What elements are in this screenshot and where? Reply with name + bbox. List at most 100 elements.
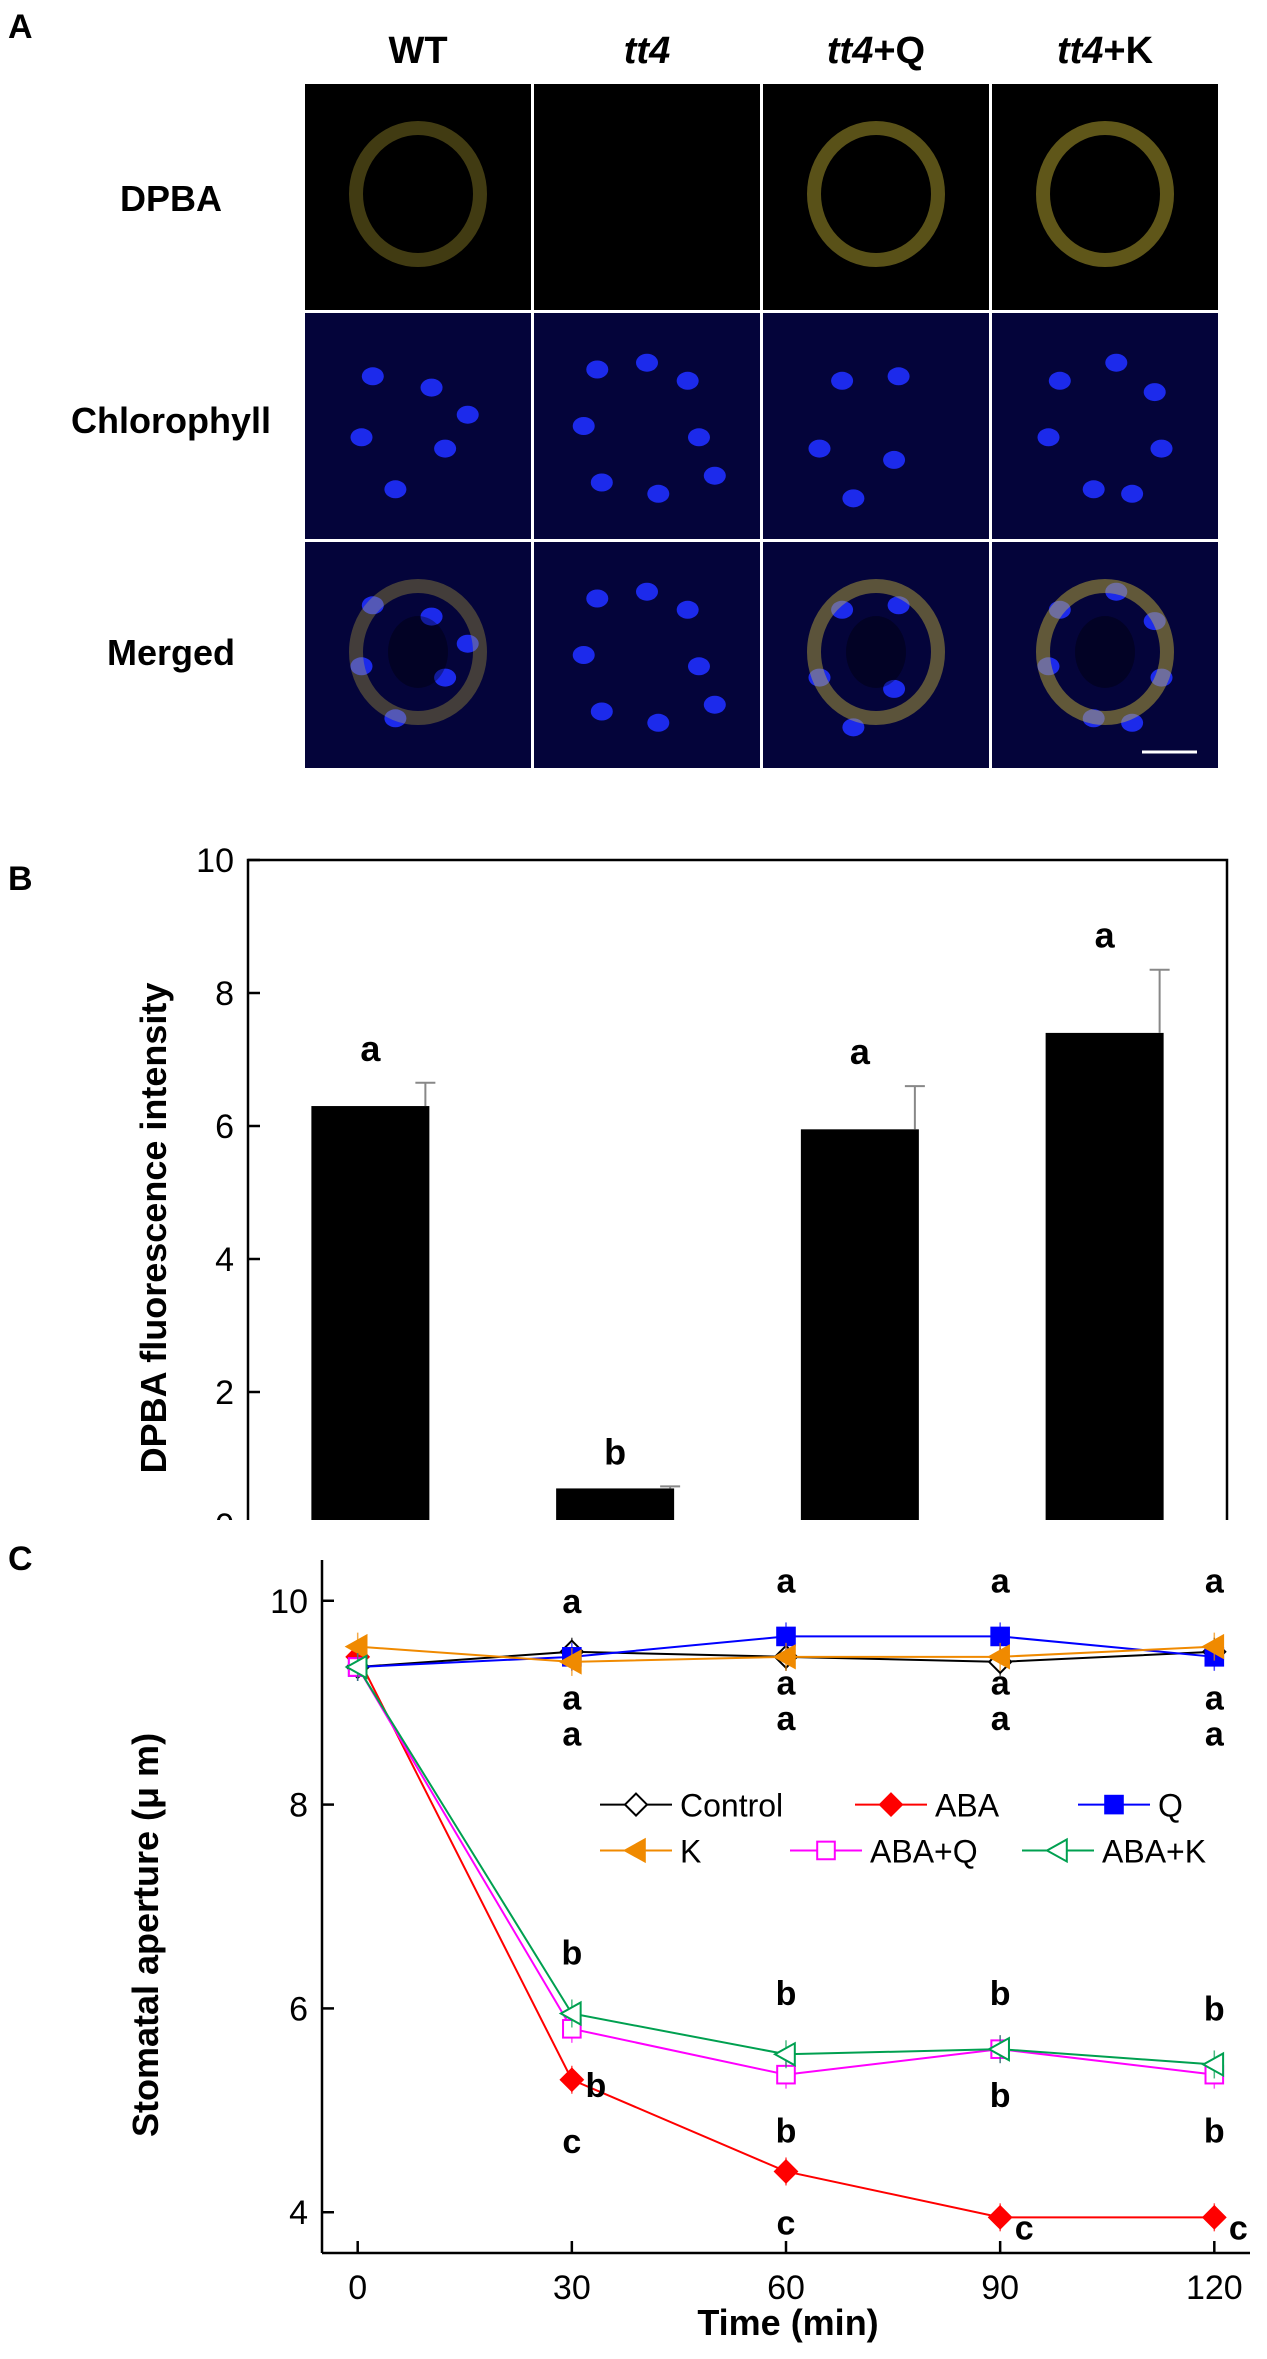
- panel-b-letter: B: [8, 860, 33, 898]
- bar: [556, 1488, 675, 1520]
- data-point: [987, 1644, 1010, 1670]
- x-tick-label: 60: [767, 2269, 805, 2307]
- data-point: [623, 1792, 649, 1818]
- significance-letter: b: [1204, 2113, 1225, 2151]
- data-point: [816, 1840, 836, 1861]
- micrograph-dpba-tt4-q: [763, 84, 989, 310]
- significance-letter: b: [604, 1431, 626, 1472]
- bar-plot-frame: [246, 858, 1229, 1520]
- data-point: [772, 1644, 796, 1670]
- micrograph-chlorophyll-tt4-q: [763, 313, 989, 539]
- bar: [311, 1106, 430, 1520]
- row-label-dpba: DPBA: [119, 178, 222, 219]
- x-tick-label: 120: [1186, 2269, 1243, 2307]
- significance-letter: b: [776, 1975, 797, 2013]
- significance-letter: a: [1205, 1680, 1225, 1718]
- data-point: [558, 2000, 582, 2027]
- bar: [800, 1129, 919, 1520]
- y-tick-label: 10: [196, 842, 234, 880]
- significance-letter: a: [1205, 1715, 1225, 1753]
- y-tick-label: 4: [289, 2194, 308, 2232]
- y-tick-label: 8: [215, 975, 234, 1013]
- y-tick-label: 2: [215, 1374, 234, 1412]
- significance-letter: a: [777, 1700, 797, 1738]
- significance-letter: c: [777, 2204, 796, 2242]
- micrograph-dpba-tt4-k: [992, 84, 1218, 310]
- significance-letter: c: [562, 2123, 581, 2161]
- data-point: [1201, 1633, 1225, 1660]
- data-point: [776, 2064, 796, 2085]
- legend-label: Q: [1158, 1788, 1183, 1824]
- line-chart-x-axis-label: Time (min): [697, 2302, 878, 2343]
- significance-letter: a: [360, 1028, 381, 1069]
- data-point: [878, 1792, 904, 1818]
- micrograph-chlorophyll-tt4-k: [992, 313, 1218, 539]
- significance-letter: b: [585, 2067, 606, 2105]
- x-tick-label: 30: [553, 2269, 591, 2307]
- micrograph-merged-wt: [305, 542, 531, 768]
- column-label-tt4-k: tt4+K: [1056, 30, 1154, 72]
- significance-letter: a: [562, 1583, 582, 1621]
- significance-letter: c: [1015, 2210, 1034, 2248]
- data-point: [559, 2067, 585, 2093]
- bar: [1045, 1032, 1164, 1520]
- micrograph-chlorophyll-wt: [305, 313, 531, 539]
- significance-letter: a: [562, 1715, 582, 1753]
- micrograph-merged-tt4-q: [763, 542, 989, 768]
- significance-letter: a: [850, 1031, 871, 1072]
- significance-letter: b: [1204, 1990, 1225, 2028]
- data-point: [773, 2159, 799, 2184]
- micrograph-merged-tt4: [534, 542, 760, 768]
- data-point: [1104, 1794, 1124, 1815]
- panel-a-letter: A: [8, 8, 33, 46]
- micrograph-dpba-wt: [305, 84, 531, 310]
- panel-c-letter: C: [8, 1540, 33, 1578]
- data-point: [987, 2036, 1010, 2062]
- data-point: [344, 1633, 368, 1660]
- y-tick-label: 10: [270, 1583, 308, 1621]
- significance-letter: a: [991, 1562, 1011, 1600]
- data-point: [558, 1649, 582, 1675]
- data-point: [772, 2041, 796, 2067]
- data-point: [1044, 1837, 1068, 1864]
- significance-letter: a: [991, 1664, 1011, 1702]
- y-tick-label: 6: [215, 1108, 234, 1146]
- significance-letter: a: [991, 1700, 1011, 1738]
- micrograph-merged-tt4-k: [992, 542, 1218, 768]
- y-tick-label: 6: [289, 1990, 308, 2028]
- significance-letter: a: [562, 1680, 582, 1718]
- data-point: [622, 1837, 646, 1864]
- significance-letter: a: [1205, 1562, 1225, 1600]
- legend-label: ABA: [935, 1788, 1000, 1824]
- column-label-tt4: tt4: [623, 30, 671, 72]
- legend-label: K: [680, 1833, 701, 1869]
- significance-letter: b: [776, 2113, 797, 2151]
- row-label-merged: Merged: [106, 632, 236, 673]
- y-tick-label: 0: [215, 1507, 234, 1520]
- data-point: [990, 1626, 1010, 1647]
- data-point: [1201, 2204, 1227, 2230]
- bar-chart-y-axis-label: DPBA fluorescence intensity: [133, 983, 174, 1474]
- column-label-wt: WT: [388, 30, 448, 72]
- data-point: [987, 2204, 1013, 2230]
- x-tick-label: 0: [348, 2269, 367, 2307]
- x-tick-label: 90: [981, 2269, 1019, 2307]
- legend-label: Control: [680, 1788, 783, 1824]
- data-point: [1201, 2051, 1225, 2078]
- data-point: [776, 1626, 796, 1647]
- micrograph-dpba-tt4: [534, 84, 760, 310]
- significance-letter: b: [990, 1975, 1011, 2013]
- column-label-tt4-q: tt4+Q: [826, 30, 926, 72]
- significance-letter: a: [777, 1664, 797, 1702]
- micrograph-chlorophyll-tt4: [534, 313, 760, 539]
- legend-label: ABA+Q: [870, 1833, 978, 1869]
- data-point: [344, 1654, 368, 1680]
- legend-label: ABA+K: [1102, 1833, 1206, 1869]
- significance-letter: a: [777, 1562, 797, 1600]
- y-tick-label: 4: [215, 1241, 234, 1279]
- significance-letter: c: [1229, 2210, 1248, 2248]
- significance-letter: b: [990, 2077, 1011, 2115]
- significance-letter: a: [1095, 915, 1116, 956]
